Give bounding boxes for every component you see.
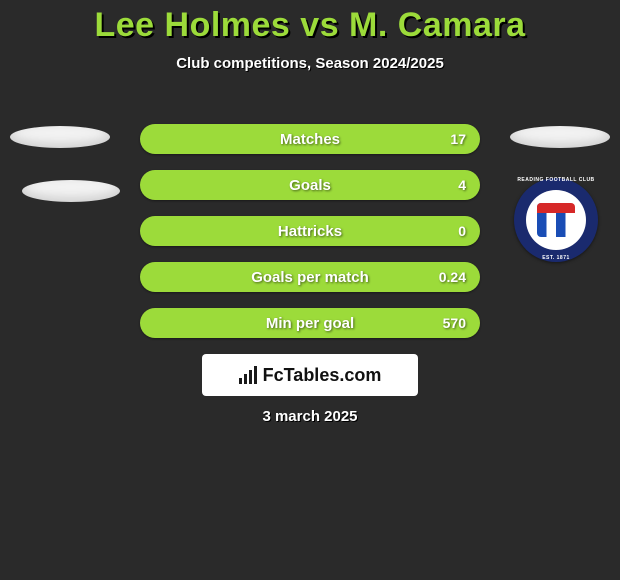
stat-row: Hattricks 0 [140, 216, 480, 246]
stat-value: 4 [458, 177, 466, 193]
page-title: Lee Holmes vs M. Camara [0, 0, 620, 45]
stat-label: Min per goal [266, 315, 354, 332]
stat-row: Goals per match 0.24 [140, 262, 480, 292]
site-logo-text: FcTables.com [263, 365, 382, 386]
date-text: 3 march 2025 [0, 408, 620, 425]
left-placeholder-2 [22, 180, 120, 202]
site-logo: FcTables.com [202, 354, 418, 396]
stat-row: Min per goal 570 [140, 308, 480, 338]
stat-label: Goals per match [251, 269, 369, 286]
bars-icon [239, 366, 257, 384]
right-placeholder [510, 126, 610, 148]
stat-row: Matches 17 [140, 124, 480, 154]
stat-value: 570 [443, 315, 466, 331]
stats-list: Matches 17 Goals 4 Hattricks 0 Goals per match… [140, 124, 480, 354]
stat-value: 0 [458, 223, 466, 239]
club-crest: READING FOOTBALL CLUB EST. 1871 [514, 178, 598, 262]
crest-text-bottom: EST. 1871 [514, 255, 598, 261]
crest-stripes-icon [537, 203, 575, 237]
stat-label: Goals [289, 177, 331, 194]
stat-label: Matches [280, 131, 340, 148]
stat-row: Goals 4 [140, 170, 480, 200]
stat-value: 0.24 [439, 269, 466, 285]
crest-text-top: READING FOOTBALL CLUB [514, 177, 598, 183]
stat-value: 17 [450, 131, 466, 147]
left-placeholder-1 [10, 126, 110, 148]
stat-label: Hattricks [278, 223, 342, 240]
subtitle: Club competitions, Season 2024/2025 [0, 55, 620, 72]
